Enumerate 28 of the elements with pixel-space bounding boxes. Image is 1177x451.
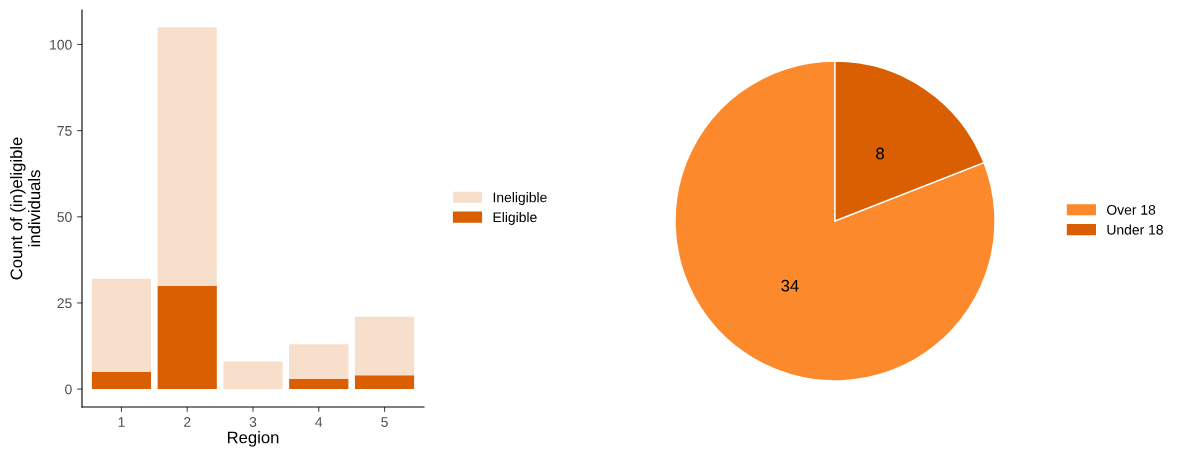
pie-slice: [674, 60, 996, 382]
legend-label: Eligible: [493, 211, 537, 225]
bar: [157, 285, 217, 390]
y-tick-label: 100: [50, 39, 72, 50]
y-tick-label: 0: [65, 384, 72, 395]
x-tick-label: 2: [184, 417, 191, 427]
x-axis-title: Region: [227, 431, 279, 447]
bar: [91, 371, 152, 390]
legend-label: Over 18: [1107, 204, 1156, 215]
bar: [354, 375, 415, 390]
bar: [91, 278, 152, 372]
y-tick-label: 75: [57, 126, 72, 136]
x-tick-label: 4: [315, 417, 323, 427]
x-tick-label: 1: [118, 417, 125, 427]
data-label: 34: [781, 279, 799, 292]
y-axis-title: Count of (in)eligible individuals: [10, 137, 41, 280]
bar: [354, 316, 415, 376]
legend-label: Ineligible: [493, 192, 547, 206]
x-tick-label: 3: [249, 417, 257, 427]
y-tick-label: 50: [57, 212, 72, 222]
y-tick-label: 25: [57, 298, 72, 309]
data-label: 8: [876, 147, 884, 160]
bar: [289, 378, 349, 390]
legend-label: Under 18: [1107, 224, 1163, 235]
bar: [223, 361, 283, 390]
bar: [289, 344, 349, 379]
bar: [157, 27, 217, 286]
x-tick-label: 5: [381, 417, 388, 427]
